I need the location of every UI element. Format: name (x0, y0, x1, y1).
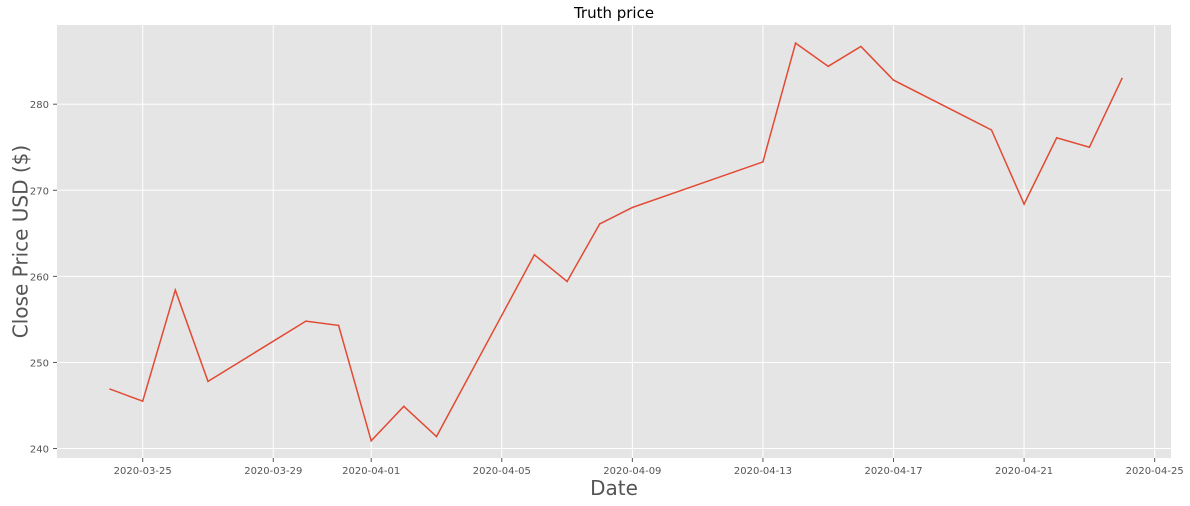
x-tick-label: 2020-04-13 (734, 466, 792, 477)
data-point (1023, 203, 1025, 205)
y-tick-label: 280 (30, 100, 49, 111)
x-tick-label: 2020-03-29 (244, 466, 302, 477)
y-tick-label: 260 (30, 272, 49, 283)
data-point (533, 254, 536, 256)
y-tick-label: 250 (30, 358, 49, 369)
x-tick-label: 2020-04-21 (995, 466, 1053, 477)
data-point (1055, 136, 1058, 139)
y-tick-label: 240 (30, 445, 49, 456)
chart-title: Truth price (573, 4, 654, 22)
data-point (305, 320, 307, 322)
data-point (566, 280, 568, 283)
data-point (860, 45, 862, 48)
data-point (174, 289, 177, 291)
y-axis-label: Close Price USD ($) (9, 145, 33, 338)
data-point (370, 439, 373, 442)
data-point (892, 79, 895, 81)
plot-area (57, 25, 1171, 458)
x-tick-label: 2020-04-17 (864, 466, 922, 477)
data-point (337, 324, 340, 327)
y-tick-label: 270 (30, 186, 49, 197)
x-tick-label: 2020-03-25 (114, 466, 172, 477)
data-point (762, 161, 764, 163)
x-tick-label: 2020-04-05 (473, 466, 531, 477)
y-axis-ticks: 240 250 260 270 280 (30, 100, 57, 456)
data-point (109, 388, 111, 390)
data-point (403, 405, 405, 408)
data-point (990, 129, 993, 131)
data-point (794, 42, 797, 44)
data-point (207, 380, 209, 383)
x-axis-ticks: 2020-03-25 2020-03-29 2020-04-01 2020-04-05… (114, 458, 1184, 477)
x-tick-label: 2020-04-25 (1126, 466, 1184, 477)
x-axis-label: Date (590, 476, 638, 500)
data-point (435, 435, 438, 438)
data-point (827, 65, 830, 68)
data-point (1121, 77, 1123, 80)
x-tick-label: 2020-04-09 (603, 466, 661, 477)
data-point (141, 400, 144, 402)
data-point (1088, 146, 1091, 149)
data-point (598, 223, 601, 225)
grid-lines (57, 25, 1171, 458)
series-points (109, 42, 1123, 442)
data-point (631, 206, 634, 209)
x-tick-label: 2020-04-01 (342, 466, 400, 477)
